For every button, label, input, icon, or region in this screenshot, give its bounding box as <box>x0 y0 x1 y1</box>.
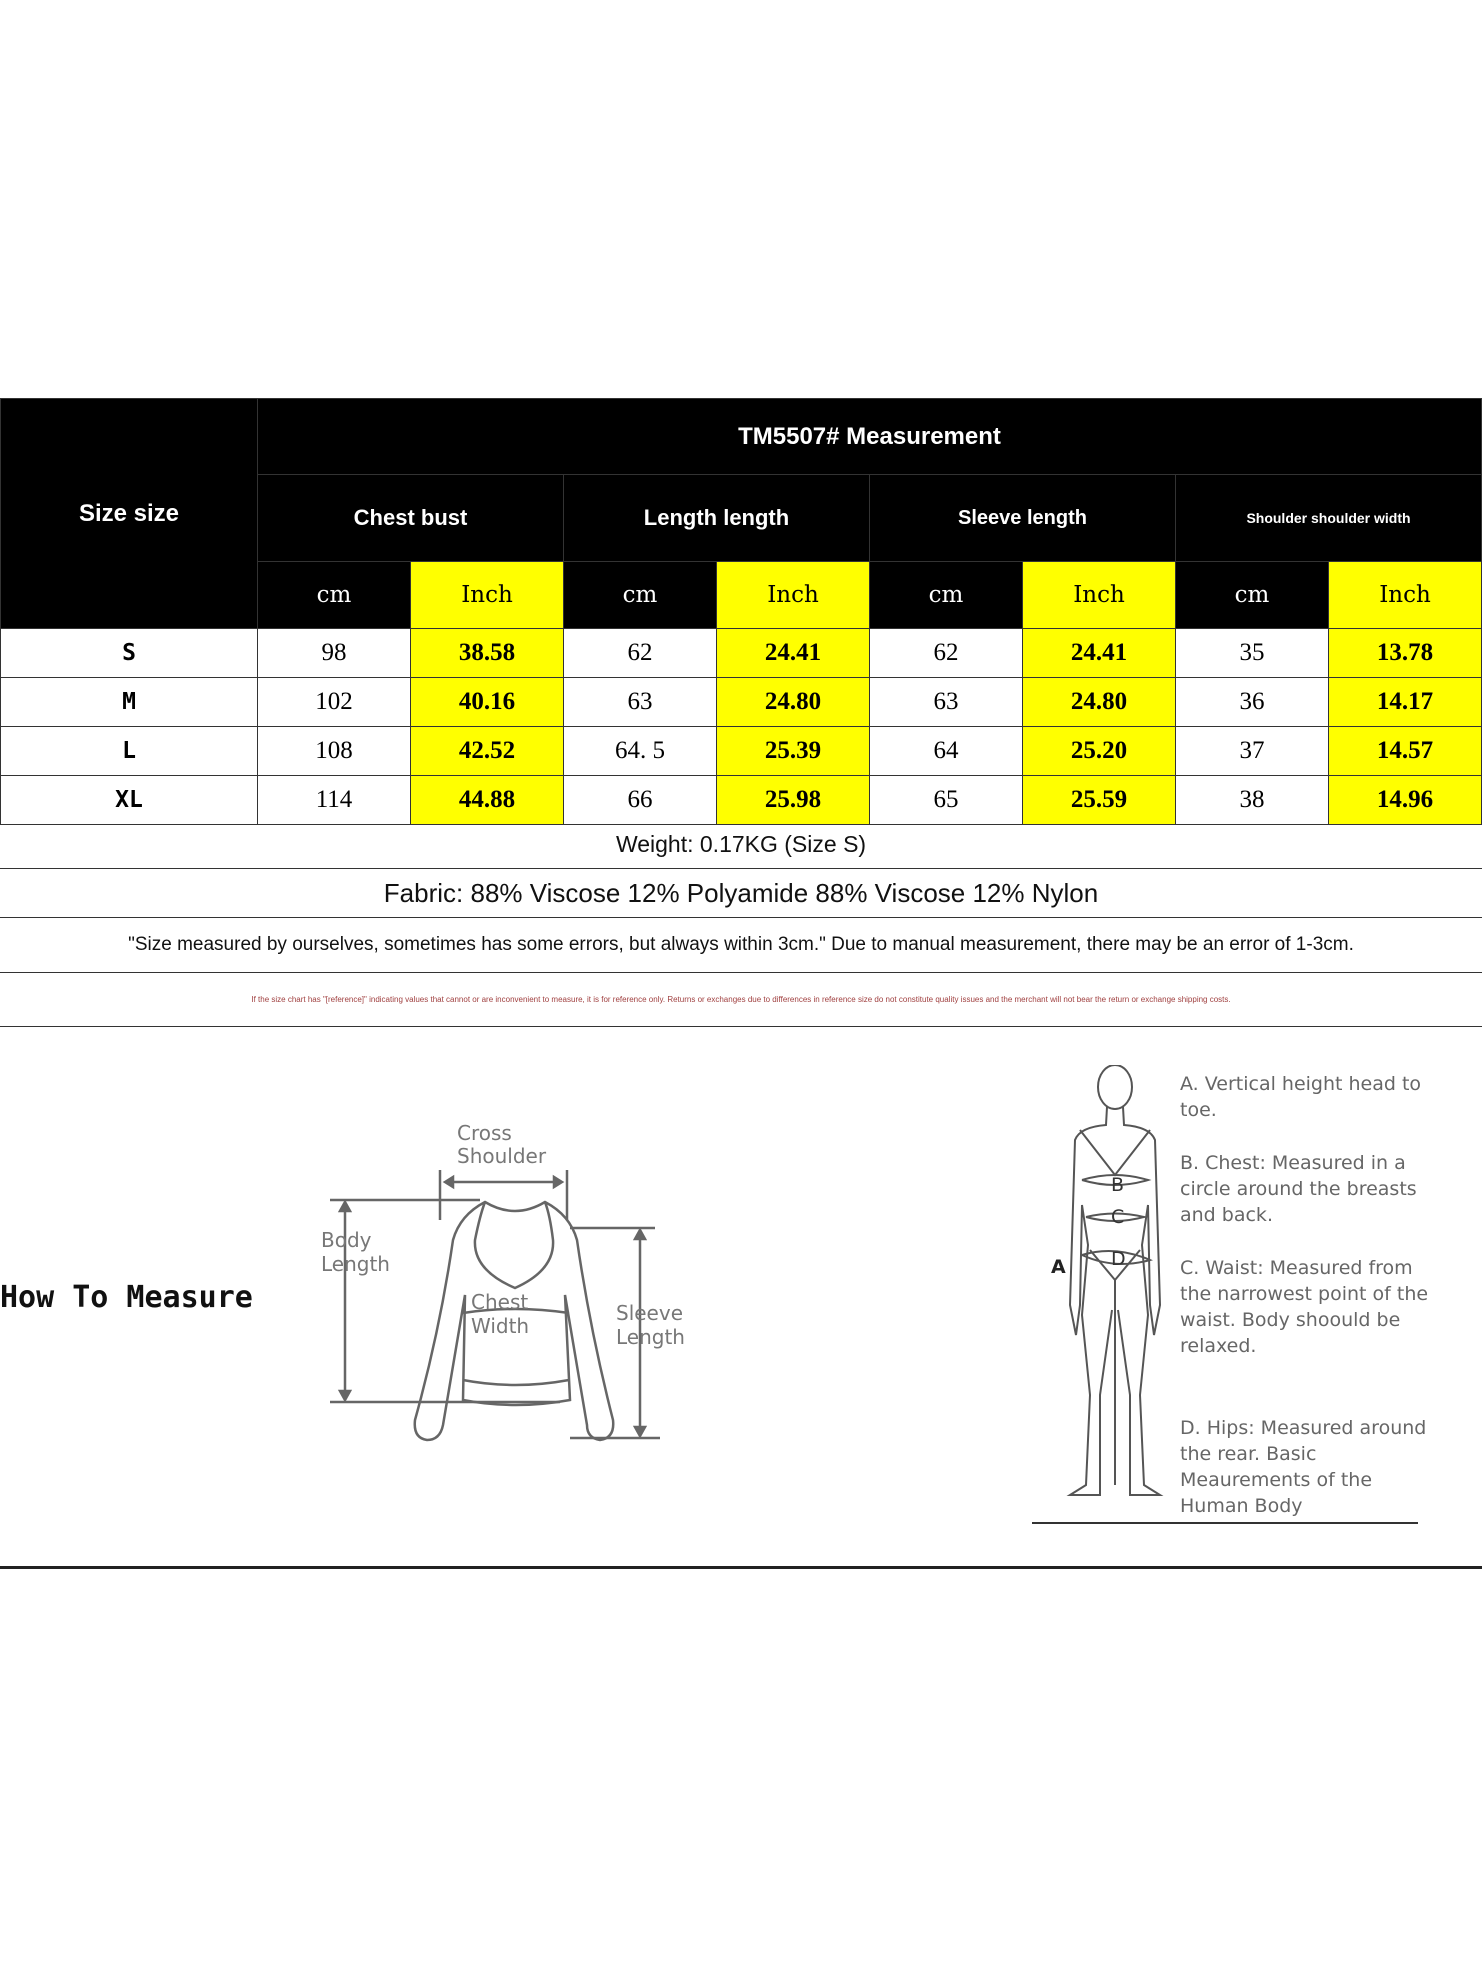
cm-cell: 35 <box>1175 628 1329 678</box>
sleeve-length-label: Length <box>616 1325 685 1349</box>
how-to-measure-heading: How To Measure <box>0 1280 253 1315</box>
unit-cm: cm <box>563 561 717 629</box>
body-figure <box>1066 1065 1164 1496</box>
weight-row: Weight: 0.17KG (Size S) <box>0 821 1482 869</box>
cm-cell: 114 <box>257 775 411 825</box>
cm-cell: 66 <box>563 775 717 825</box>
cm-cell: 64 <box>869 726 1023 776</box>
inch-cell: 25.59 <box>1022 775 1176 825</box>
inch-cell: 25.98 <box>716 775 870 825</box>
garment-diagram <box>330 1170 660 1442</box>
group-length: Length length <box>563 474 870 562</box>
cm-cell: 102 <box>257 677 411 727</box>
table-row: XL 114 44.88 66 25.98 65 25.59 38 14.96 <box>0 775 1482 825</box>
inch-cell: 14.96 <box>1328 775 1482 825</box>
letter-b: B <box>1111 1174 1125 1196</box>
inch-cell: 24.80 <box>1022 677 1176 727</box>
unit-inch: Inch <box>716 561 870 629</box>
body-label: Body <box>321 1228 372 1252</box>
letter-c: C <box>1111 1206 1125 1228</box>
note-c: C. Waist: Measured from the narrowest po… <box>1180 1257 1429 1357</box>
cm-cell: 98 <box>257 628 411 678</box>
unit-inch: Inch <box>1328 561 1482 629</box>
inch-cell: 24.41 <box>716 628 870 678</box>
group-sleeve: Sleeve length <box>869 474 1176 562</box>
shoulder-label: Shoulder <box>457 1144 547 1168</box>
cm-cell: 37 <box>1175 726 1329 776</box>
body-length-label: Length <box>321 1252 390 1276</box>
cm-cell: 108 <box>257 726 411 776</box>
table-row: L 108 42.52 64. 5 25.39 64 25.20 37 14.57 <box>0 726 1482 776</box>
cm-cell: 38 <box>1175 775 1329 825</box>
size-chart-table: Size size TM5507# Measurement Chest bust… <box>0 398 1482 825</box>
cm-cell: 63 <box>869 677 1023 727</box>
chest-label: Chest <box>471 1290 529 1314</box>
group-shoulder: Shoulder shoulder width <box>1175 474 1482 562</box>
cross-label: Cross <box>457 1121 512 1145</box>
letter-d: D <box>1111 1248 1126 1270</box>
width-label: Width <box>471 1314 530 1338</box>
cm-cell: 62 <box>563 628 717 678</box>
cm-cell: 62 <box>869 628 1023 678</box>
inch-cell: 13.78 <box>1328 628 1482 678</box>
letter-a: A <box>1051 1256 1066 1278</box>
cm-cell: 63 <box>563 677 717 727</box>
note-d: D. Hips: Measured around the rear. Basic… <box>1180 1417 1427 1517</box>
inch-cell: 24.80 <box>716 677 870 727</box>
group-chest: Chest bust <box>257 474 564 562</box>
bottom-divider <box>0 1566 1482 1569</box>
unit-cm: cm <box>869 561 1023 629</box>
inch-cell: 14.57 <box>1328 726 1482 776</box>
cm-cell: 64. 5 <box>563 726 717 776</box>
cm-cell: 36 <box>1175 677 1329 727</box>
inch-cell: 25.20 <box>1022 726 1176 776</box>
size-cell: S <box>0 628 258 678</box>
inch-cell: 24.41 <box>1022 628 1176 678</box>
size-header: Size size <box>0 398 258 629</box>
inch-cell: 42.52 <box>410 726 564 776</box>
note-a: A. Vertical height head to toe. <box>1180 1073 1422 1121</box>
inch-cell: 38.58 <box>410 628 564 678</box>
inch-cell: 44.88 <box>410 775 564 825</box>
inch-cell: 14.17 <box>1328 677 1482 727</box>
note-b: B. Chest: Measured in a circle around th… <box>1180 1152 1417 1226</box>
size-cell: M <box>0 677 258 727</box>
reference-disclaimer: If the size chart has "[reference]" indi… <box>0 973 1482 1027</box>
unit-inch: Inch <box>1022 561 1176 629</box>
table-row: M 102 40.16 63 24.80 63 24.80 36 14.17 <box>0 677 1482 727</box>
measurement-note: "Size measured by ourselves, sometimes h… <box>0 918 1482 973</box>
sleeve-label: Sleeve <box>616 1301 684 1325</box>
unit-inch: Inch <box>410 561 564 629</box>
unit-cm: cm <box>1175 561 1329 629</box>
size-cell: XL <box>0 775 258 825</box>
unit-cm: cm <box>257 561 411 629</box>
inch-cell: 40.16 <box>410 677 564 727</box>
table-title: TM5507# Measurement <box>257 398 1482 475</box>
fabric-row: Fabric: 88% Viscose 12% Polyamide 88% Vi… <box>0 869 1482 918</box>
size-cell: L <box>0 726 258 776</box>
inch-cell: 25.39 <box>716 726 870 776</box>
divider <box>1032 1522 1418 1524</box>
cm-cell: 65 <box>869 775 1023 825</box>
table-row: S 98 38.58 62 24.41 62 24.41 35 13.78 <box>0 628 1482 678</box>
